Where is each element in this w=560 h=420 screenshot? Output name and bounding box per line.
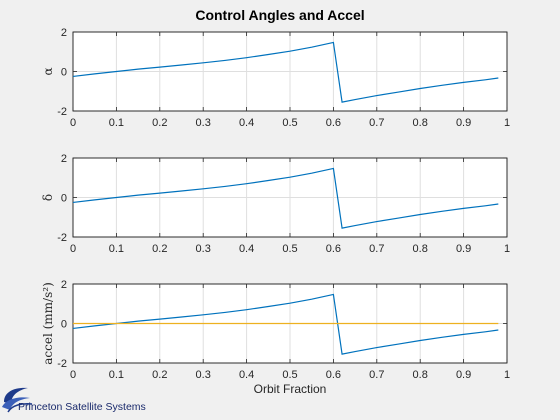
y-tick-label: -2 (57, 232, 67, 244)
x-tick-label: 0.3 (196, 369, 211, 381)
x-tick-label: 0.8 (413, 369, 428, 381)
logo-swoosh-icon (2, 387, 33, 413)
axes-border (72, 31, 508, 112)
x-tick-label: 0.1 (109, 369, 124, 381)
y-axis-label: accel (mm/s²) (41, 282, 55, 364)
x-tick-label: 0.9 (456, 117, 471, 129)
x-tick-label: 0.7 (369, 369, 384, 381)
x-tick-label: 0.1 (109, 117, 124, 129)
x-axis-label: Orbit Fraction (254, 382, 327, 396)
x-tick-label: 0.2 (152, 369, 167, 381)
x-tick-label: 0.7 (369, 243, 384, 255)
x-tick-label: 0.7 (369, 117, 384, 129)
x-tick-label: 0.6 (326, 243, 341, 255)
y-axis-label: δ (41, 194, 55, 201)
y-tick-label: 0 (61, 67, 67, 79)
x-tick-label: 0.8 (413, 243, 428, 255)
series-line-1 (72, 167, 499, 229)
logo-text: Princeton Satellite Systems (18, 401, 146, 413)
x-tick-label: 0.4 (239, 369, 254, 381)
x-tick-label: 0.5 (282, 243, 297, 255)
x-tick-label: 0 (70, 243, 76, 255)
x-tick-label: 0 (70, 117, 76, 129)
x-tick-label: 0.3 (196, 243, 211, 255)
y-tick-label: 2 (61, 153, 67, 165)
x-tick-label: 0.2 (152, 243, 167, 255)
x-tick-label: 0 (70, 369, 76, 381)
x-tick-label: 0.6 (326, 117, 341, 129)
x-tick-label: 0.6 (326, 369, 341, 381)
chart-title: Control Angles and Accel (195, 7, 364, 23)
x-tick-label: 1 (504, 117, 510, 129)
x-tick-label: 0.9 (456, 369, 471, 381)
x-tick-label: 0.4 (239, 117, 254, 129)
y-tick-label: 2 (61, 279, 67, 291)
y-tick-label: 2 (61, 27, 67, 39)
x-tick-label: 0.5 (282, 369, 297, 381)
x-tick-label: 0.3 (196, 117, 211, 129)
x-tick-label: 0.5 (282, 117, 297, 129)
y-tick-label: 0 (61, 193, 67, 205)
psslogo: Princeton Satellite Systems (2, 387, 146, 413)
x-tick-label: 0.1 (109, 243, 124, 255)
y-axis-label: α (41, 67, 55, 75)
series-line-1 (72, 293, 499, 355)
axes-border (72, 157, 508, 238)
y-tick-label: -2 (57, 358, 67, 370)
y-tick-label: 0 (61, 319, 67, 331)
x-tick-label: 0.2 (152, 117, 167, 129)
x-tick-label: 1 (504, 243, 510, 255)
y-tick-label: -2 (57, 106, 67, 118)
x-tick-label: 0.4 (239, 243, 254, 255)
x-tick-label: 0.9 (456, 243, 471, 255)
series-line-1 (72, 41, 499, 103)
x-tick-label: 1 (504, 369, 510, 381)
x-tick-label: 0.8 (413, 117, 428, 129)
